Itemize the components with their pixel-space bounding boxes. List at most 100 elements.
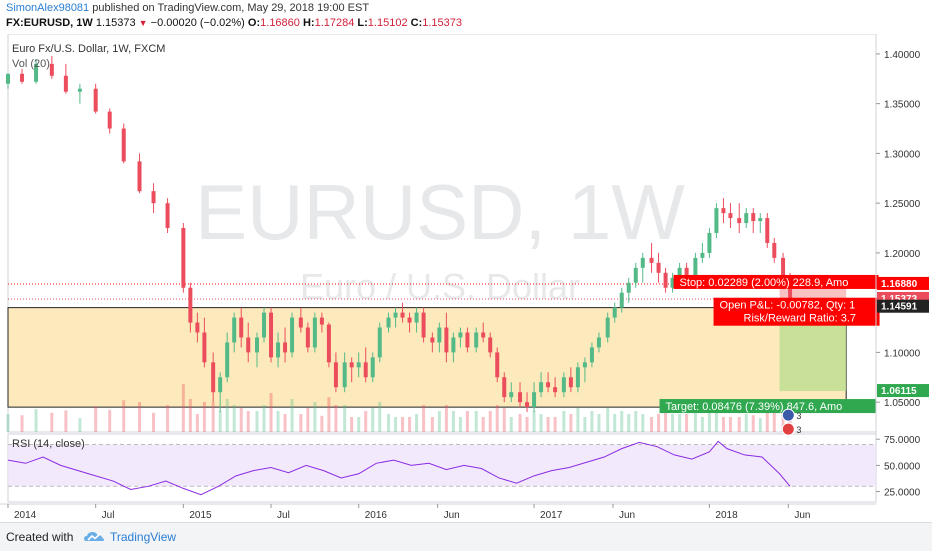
candle-body [568, 377, 573, 388]
volume-bar [437, 411, 441, 432]
tradingview-brand[interactable]: TradingView [110, 530, 177, 544]
pnl-label-bg [713, 297, 880, 326]
volume-bar [269, 393, 273, 432]
volume-bar [78, 418, 82, 432]
candle-body [561, 377, 566, 393]
rsi-tick-label: 50.0000 [884, 461, 921, 472]
candle-body [414, 312, 419, 323]
volume-bar [306, 408, 310, 432]
volume-bar [218, 411, 222, 432]
candle-body [509, 392, 514, 398]
candle-body [474, 332, 479, 348]
candle-body [781, 257, 786, 278]
candle-body [553, 387, 558, 393]
candle-body [34, 63, 39, 82]
candle-body [539, 382, 544, 393]
volume-bar [299, 414, 303, 432]
volume-bar [283, 414, 287, 432]
volume-bar [255, 411, 259, 432]
volume-bar [108, 409, 112, 432]
volume-bar [634, 411, 638, 432]
candle-body [744, 213, 749, 224]
volume-bar [211, 402, 215, 432]
close-value: 1.15373 [422, 17, 462, 29]
price-tick-label: 1.25000 [884, 199, 921, 210]
candle-body [188, 287, 193, 323]
volume-bar [553, 417, 557, 432]
candle-body [269, 312, 274, 358]
volume-bar [737, 417, 741, 432]
candle-body [326, 324, 331, 363]
candle-body [546, 382, 551, 388]
candle-body [670, 277, 675, 288]
volume-bar [693, 408, 697, 432]
volume-label: Vol (20) [12, 58, 50, 70]
rsi-tick-label: 25.0000 [884, 488, 921, 499]
candle-body [596, 337, 601, 348]
tradingview-logo-icon[interactable] [82, 529, 106, 545]
price-tick-label: 1.35000 [884, 100, 921, 111]
candle-body [612, 307, 617, 318]
time-tick-label: 2018 [715, 510, 738, 521]
time-tick-label: 2016 [365, 510, 388, 521]
down-triangle-icon: ▼ [138, 18, 148, 28]
chart-area[interactable]: EURUSD, 1W Euro / U.S. Dollar Stop: 0.0228… [0, 34, 932, 522]
candle-body [488, 337, 493, 353]
price-label-bg [877, 384, 929, 398]
volume-bar [138, 402, 142, 432]
candle-body [137, 161, 142, 192]
price-label: 1.16880 [881, 279, 918, 290]
author-link[interactable]: SimonAlex98081 [6, 2, 90, 14]
candle-body [225, 342, 230, 378]
candle-body [77, 88, 82, 92]
volume-bar [700, 417, 704, 432]
created-with-text: Created with [6, 530, 74, 544]
candle-body [532, 392, 537, 408]
volume-bar [378, 402, 382, 432]
price-label: 1.15373 [881, 294, 918, 305]
candle-body [758, 218, 763, 222]
volume-bar [6, 414, 10, 432]
candle-body [121, 128, 126, 162]
event-count: 3 [796, 425, 801, 435]
candle-body [437, 327, 442, 343]
time-tick-label: Jul [277, 510, 290, 521]
volume-bar [327, 397, 331, 432]
volume-bar [758, 418, 762, 432]
event-flag-icon [781, 422, 795, 436]
close-label: C: [410, 17, 423, 29]
price-label-bg [877, 299, 929, 313]
volume-bar [320, 415, 324, 432]
stop-label: Stop: 0.02289 (2.00%) 228.9, Amo [680, 277, 849, 289]
candle-body [246, 337, 251, 353]
candle-body [298, 317, 303, 328]
volume-bar [408, 417, 412, 432]
candle-body [649, 257, 654, 263]
candle-body [202, 332, 207, 363]
volume-bar [401, 417, 405, 432]
volume-bar [744, 414, 748, 432]
event-flag-icon [781, 408, 795, 422]
time-tick-label: 2015 [189, 510, 212, 521]
volume-bar [532, 411, 536, 432]
volume-bar [495, 405, 499, 432]
open-value: 1.16860 [260, 17, 300, 29]
candle-body [684, 267, 689, 278]
volume-bar [502, 408, 506, 432]
stop-label-bg [673, 274, 879, 289]
candle-body [633, 267, 638, 283]
volume-bar [474, 411, 478, 432]
time-tick-label: 2017 [540, 510, 563, 521]
volume-bar [34, 409, 38, 432]
volume-bar [239, 408, 243, 432]
time-tick-label: Jun [444, 510, 460, 521]
candle-body [276, 342, 281, 358]
price-tick-label: 1.10000 [884, 348, 921, 359]
volume-bar [606, 408, 610, 432]
candle-body [714, 208, 719, 233]
candle-body [765, 218, 770, 243]
volume-bar [657, 414, 661, 432]
candle-body [502, 377, 507, 398]
rsi-line [7, 440, 791, 496]
rsi-label: RSI (14, close) [12, 438, 85, 450]
